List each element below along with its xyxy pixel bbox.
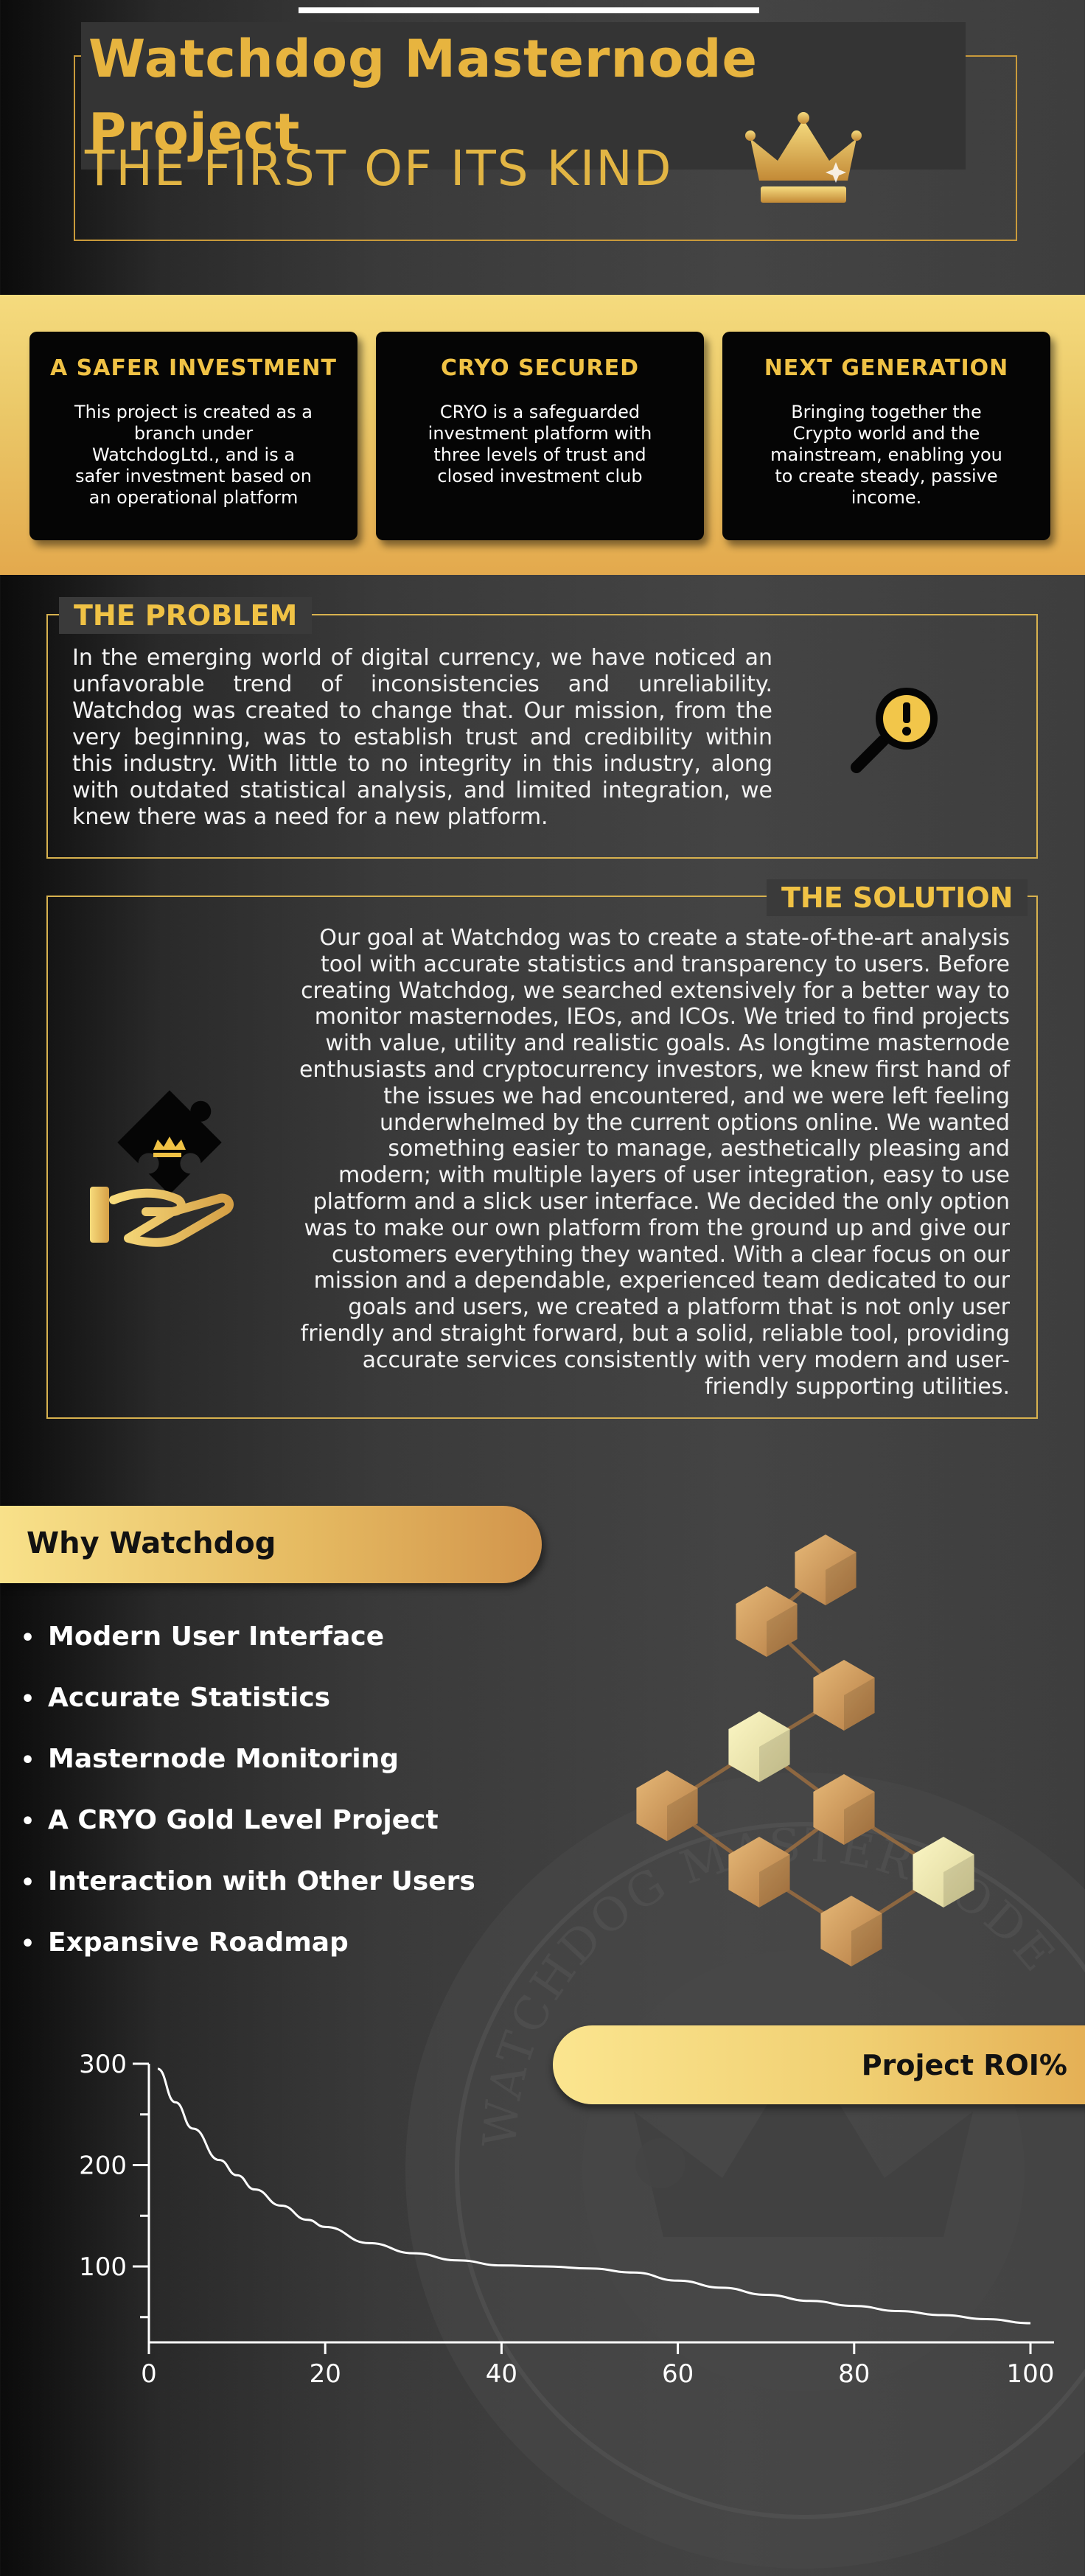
y-tick-label: 300 — [79, 2050, 127, 2079]
list-item: Interaction with Other Users — [21, 1859, 475, 1920]
feature-text: Bringing together the Crypto world and t… — [770, 402, 1002, 508]
list-item: Masternode Monitoring — [21, 1736, 475, 1798]
cube-node — [813, 1660, 875, 1731]
feature-title: A SAFER INVESTMENT — [50, 355, 337, 381]
feature-title: CRYO SECURED — [440, 355, 640, 381]
list-item: Expansive Roadmap — [21, 1920, 475, 1981]
page-title-wrap: Watchdog Masternode Project — [81, 22, 966, 170]
x-tick-label: 100 — [1007, 2359, 1055, 2389]
x-tick-label: 20 — [310, 2359, 341, 2389]
x-tick-label: 40 — [486, 2359, 517, 2389]
cube-node — [736, 1586, 798, 1657]
list-item: A CRYO Gold Level Project — [21, 1798, 475, 1859]
x-tick-label: 80 — [838, 2359, 870, 2389]
cube-node — [728, 1711, 790, 1782]
feature-text: This project is created as a branch unde… — [74, 402, 313, 508]
roi-banner: Project ROI% — [553, 2025, 1085, 2104]
roi-chart: 100 200 300 0 20 40 60 80 100 — [79, 2050, 1055, 2389]
feature-card-next-gen: NEXT GENERATION Bringing together the Cr… — [722, 332, 1050, 540]
feature-card-safer: A SAFER INVESTMENT This project is creat… — [29, 332, 357, 540]
roi-title: Project ROI% — [861, 2049, 1067, 2081]
why-watchdog-title: Why Watchdog — [27, 1526, 276, 1560]
feature-card-cryo: CRYO SECURED CRYO is a safeguarded inves… — [376, 332, 704, 540]
cube-node — [813, 1774, 875, 1845]
y-tick-label: 200 — [79, 2151, 127, 2181]
solution-text: Our goal at Watchdog was to create a sta… — [299, 925, 1010, 1400]
x-tick-label: 0 — [141, 2359, 157, 2389]
feature-title: NEXT GENERATION — [764, 355, 1009, 381]
why-watchdog-list: Modern User Interface Accurate Statistic… — [21, 1614, 475, 1981]
page-subtitle: THE FIRST OF ITS KIND — [85, 140, 673, 197]
blockchain-cubes-graphic — [636, 1535, 974, 1966]
cube-node — [728, 1837, 790, 1907]
top-rule — [299, 7, 759, 13]
puzzle-hand-icon — [90, 1090, 234, 1247]
cube-node — [795, 1535, 857, 1605]
magnifier-alert-icon — [851, 688, 938, 773]
list-item: Modern User Interface — [21, 1614, 475, 1675]
cube-node — [820, 1896, 882, 1966]
problem-title: THE PROBLEM — [59, 597, 313, 634]
y-tick-label: 100 — [79, 2252, 127, 2282]
list-item: Accurate Statistics — [21, 1675, 475, 1736]
roi-series-line — [157, 2067, 1031, 2325]
cube-node — [913, 1837, 974, 1907]
problem-text: In the emerging world of digital currenc… — [72, 645, 772, 830]
feature-text: CRYO is a safeguarded investment platfor… — [428, 402, 652, 486]
solution-frame — [46, 896, 1038, 1419]
problem-frame — [46, 614, 1038, 859]
solution-title: THE SOLUTION — [767, 879, 1028, 916]
why-watchdog-banner: Why Watchdog — [0, 1506, 542, 1583]
cube-node — [636, 1770, 698, 1841]
crown-icon — [745, 112, 862, 203]
x-tick-label: 60 — [662, 2359, 694, 2389]
